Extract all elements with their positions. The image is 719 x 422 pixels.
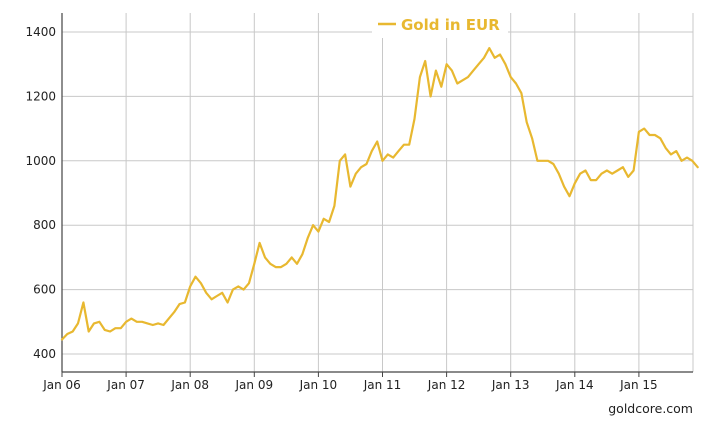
x-tick-label: Jan 12 — [427, 378, 466, 392]
x-tick-label: Jan 08 — [170, 378, 209, 392]
source-credit: goldcore.com — [608, 401, 693, 416]
x-tick-label: Jan 11 — [363, 378, 402, 392]
y-tick-label: 400 — [33, 347, 56, 361]
x-tick-label: Jan 09 — [235, 378, 274, 392]
chart-axes — [61, 13, 693, 377]
x-tick-label: Jan 06 — [42, 378, 81, 392]
chart-legend: Gold in EUR — [372, 12, 508, 38]
y-tick-label: 1400 — [25, 25, 56, 39]
chart-series — [60, 46, 699, 341]
x-tick-label: Jan 07 — [106, 378, 145, 392]
x-tick-label: Jan 15 — [619, 378, 658, 392]
x-axis-ticks: Jan 06 Jan 07 Jan 08 Jan 09 Jan 10 Jan 11 Jan … — [42, 378, 657, 392]
y-tick-label: 1000 — [25, 154, 56, 168]
x-tick-label: Jan 14 — [555, 378, 594, 392]
y-tick-label: 1200 — [25, 89, 56, 103]
chart-grid — [62, 13, 694, 372]
y-axis-ticks: 400 600 800 1000 1200 1400 — [25, 25, 56, 361]
y-tick-label: 800 — [33, 218, 56, 232]
legend-label: Gold in EUR — [401, 16, 500, 34]
x-tick-label: Jan 13 — [491, 378, 530, 392]
x-tick-label: Jan 10 — [299, 378, 338, 392]
y-tick-label: 600 — [33, 283, 56, 297]
gold-eur-line — [60, 46, 699, 341]
